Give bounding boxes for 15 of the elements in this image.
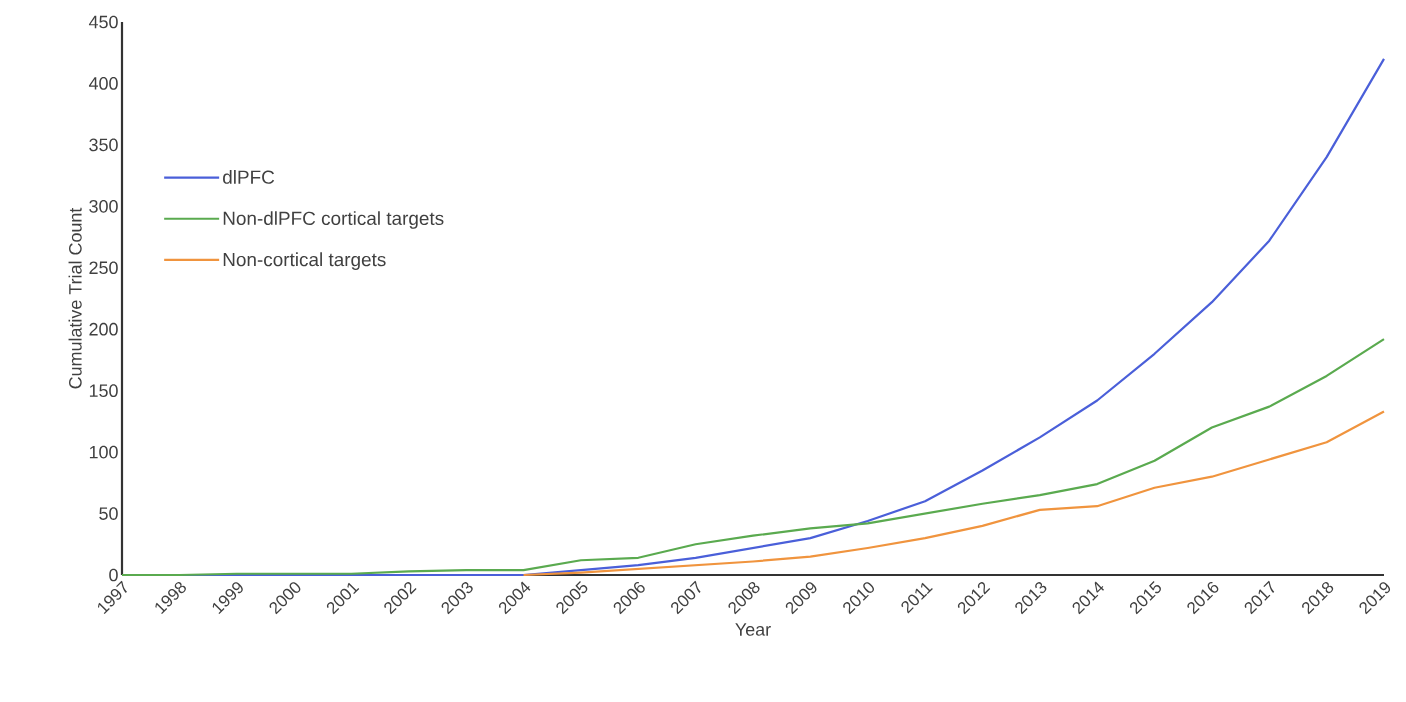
y-tick-label: 350	[89, 138, 118, 152]
y-tick-label: 200	[89, 322, 118, 336]
y-tick-label: 450	[88, 15, 118, 29]
y-axis-title: Cumulative Trial Count	[68, 207, 82, 389]
y-tick-label: 50	[99, 507, 118, 520]
y-tick-label: 100	[89, 445, 118, 459]
legend-label: Non-dlPFC cortical targets	[223, 211, 444, 229]
y-tick-label: 250	[89, 261, 118, 275]
y-tick-label: 400	[88, 77, 118, 90]
y-tick-label: 0	[109, 568, 118, 582]
y-tick-label: 300	[89, 199, 118, 213]
legend-label: Non-cortical targets	[223, 252, 386, 270]
x-axis-title: Year	[735, 623, 771, 636]
y-tick-label: 150	[89, 384, 118, 398]
legend-label: dlPFC	[223, 169, 275, 184]
